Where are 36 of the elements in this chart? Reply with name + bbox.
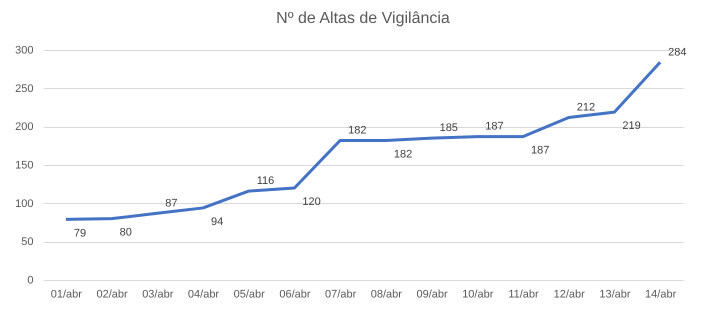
x-tick-label: 02/abr bbox=[96, 288, 128, 300]
y-tick-label: 150 bbox=[15, 160, 34, 172]
y-tick-label: 0 bbox=[27, 274, 34, 286]
x-tick-label: 09/abr bbox=[416, 288, 448, 300]
data-label: 182 bbox=[348, 124, 366, 136]
data-label: 212 bbox=[576, 101, 596, 114]
chart-title: Nº de Altas de Vigilância bbox=[276, 10, 450, 27]
data-label: 187 bbox=[531, 144, 550, 157]
x-tick-label: 03/abr bbox=[142, 288, 174, 300]
data-label: 120 bbox=[302, 196, 321, 208]
data-label: 187 bbox=[485, 120, 504, 133]
data-label: 182 bbox=[394, 148, 412, 160]
x-tick-label: 01/abr bbox=[50, 288, 82, 300]
y-tick-label: 50 bbox=[21, 236, 34, 248]
x-tick-label: 11/abr bbox=[508, 288, 540, 300]
y-tick-label: 100 bbox=[15, 198, 34, 210]
x-tick-label: 08/abr bbox=[370, 288, 402, 300]
y-tick-label: 200 bbox=[15, 121, 34, 134]
x-tick-label: 12/abr bbox=[554, 288, 586, 300]
y-tick-label: 300 bbox=[15, 44, 34, 56]
data-label: 79 bbox=[74, 227, 86, 240]
x-tick-label: 10/abr bbox=[462, 288, 494, 300]
data-label: 80 bbox=[120, 226, 132, 239]
x-tick-label: 14/abr bbox=[645, 288, 677, 300]
data-label: 284 bbox=[668, 46, 686, 58]
x-tick-label: 13/abr bbox=[599, 288, 631, 300]
data-label: 87 bbox=[165, 197, 178, 210]
x-tick-label: 06/abr bbox=[279, 288, 311, 300]
x-tick-label: 04/abr bbox=[188, 288, 220, 300]
x-tick-label: 07/abr bbox=[325, 288, 357, 300]
data-label: 94 bbox=[211, 216, 224, 228]
data-label: 116 bbox=[256, 175, 274, 188]
x-tick-label: 05/abr bbox=[234, 288, 266, 300]
data-label: 185 bbox=[440, 122, 458, 134]
data-label: 219 bbox=[622, 120, 641, 132]
y-tick-label: 250 bbox=[15, 82, 34, 95]
